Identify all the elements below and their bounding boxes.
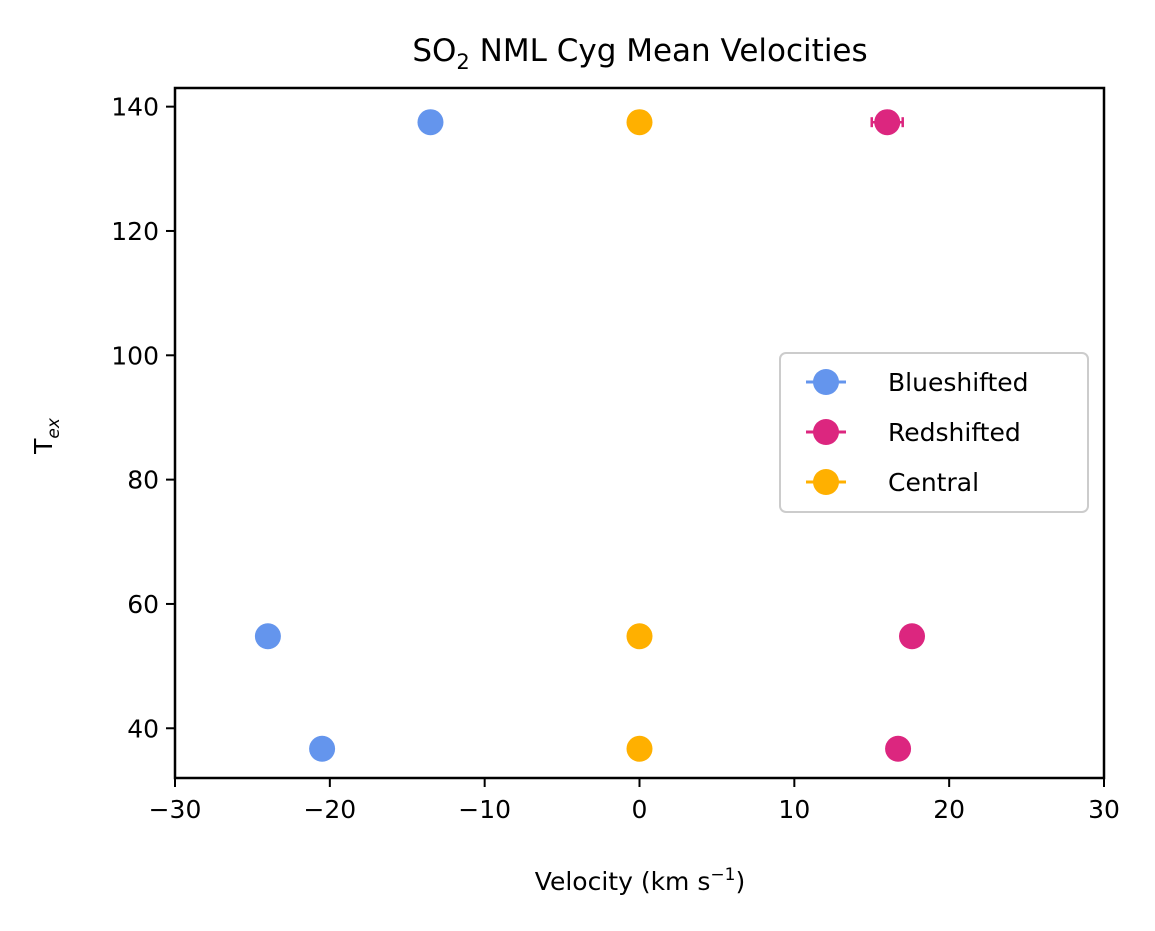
data-points (254, 109, 926, 762)
x-tick-label: −20 (303, 795, 356, 824)
legend-label-blueshifted: Blueshifted (888, 368, 1029, 397)
x-tick-label: 10 (778, 795, 810, 824)
point-redshifted (885, 735, 912, 762)
y-tick-label: 60 (127, 590, 159, 619)
legend-label-central: Central (888, 468, 979, 497)
point-blueshifted (254, 623, 281, 650)
legend-marker-redshifted (813, 419, 839, 445)
point-blueshifted (309, 735, 336, 762)
x-tick-label: 30 (1088, 795, 1120, 824)
y-tick-label: 120 (111, 217, 159, 246)
point-redshifted (899, 623, 926, 650)
x-axis-ticks: −30 −20 −10 0 10 20 30 (149, 778, 1120, 824)
chart-title-sub: 2 (456, 50, 469, 74)
y-axis-label-sub: ex (44, 417, 64, 438)
chart-title-base: SO (412, 33, 456, 69)
x-tick-label: 0 (632, 795, 648, 824)
y-axis-label: Tex (29, 417, 64, 455)
y-tick-label: 80 (127, 466, 159, 495)
y-tick-label: 100 (111, 341, 159, 370)
legend-marker-central (813, 469, 839, 495)
x-tick-label: −30 (149, 795, 202, 824)
chart-title: SO2 NML Cyg Mean Velocities (412, 33, 867, 74)
x-axis-label-rest: ) (735, 867, 745, 896)
y-axis-ticks: 40 60 80 100 120 140 (111, 93, 175, 743)
legend-box (779, 352, 1089, 513)
legend-label-redshifted: Redshifted (888, 418, 1021, 447)
y-tick-label: 140 (111, 93, 159, 122)
point-central (626, 735, 653, 762)
y-tick-label: 40 (127, 714, 159, 743)
point-central (626, 623, 653, 650)
x-axis-label-sup: −1 (710, 865, 735, 885)
point-redshifted (874, 109, 901, 136)
legend-marker-blueshifted (813, 369, 839, 395)
legend: Blueshifted Redshifted Central (779, 352, 1089, 513)
x-axis-label: Velocity (km s−1) (535, 865, 745, 896)
chart-title-rest: NML Cyg Mean Velocities (470, 33, 868, 69)
y-axis-label-base: T (29, 438, 58, 455)
x-tick-label: 20 (933, 795, 965, 824)
x-tick-label: −10 (458, 795, 511, 824)
point-blueshifted (417, 109, 444, 136)
point-central (626, 109, 653, 136)
x-axis-label-base: Velocity (km s (535, 867, 711, 896)
legend-items: Blueshifted Redshifted Central (806, 368, 1029, 497)
